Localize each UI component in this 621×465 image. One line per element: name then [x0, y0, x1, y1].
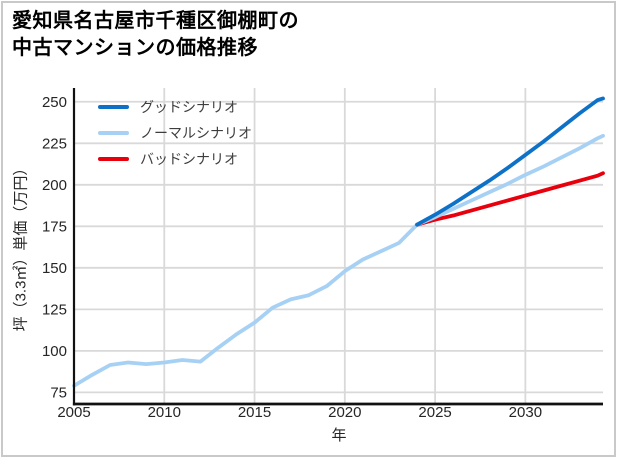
- y-tick-label: 175: [42, 219, 67, 236]
- legend-item-bad: バッドシナリオ: [98, 146, 252, 172]
- normal-scenario-line-swatch: [98, 131, 129, 135]
- y-tick-label: 125: [42, 302, 67, 319]
- x-tick-label: 2020: [328, 404, 361, 421]
- y-tick-label: 100: [42, 343, 67, 360]
- series-bad-line: [415, 171, 605, 227]
- legend-item-good: グッドシナリオ: [98, 94, 252, 120]
- series-history-line: [72, 222, 419, 388]
- price-trend-chart: 75 100 125 150 175 200 225 250 2005 2010 2015 2020 2…: [42, 88, 605, 421]
- y-tick-label: 150: [42, 260, 67, 277]
- x-tick-label: 2015: [238, 404, 271, 421]
- legend-label-normal: ノーマルシナリオ: [140, 125, 252, 141]
- y-tick-label: 75: [50, 385, 67, 402]
- y-tick-label: 225: [42, 136, 67, 153]
- y-tick-label: 250: [42, 94, 67, 111]
- y-axis-label: 坪（3.3㎡）単価（万円）: [12, 160, 30, 332]
- x-tick-label: 2010: [148, 404, 181, 421]
- bad-scenario-line-swatch: [98, 157, 129, 161]
- legend-label-bad: バッドシナリオ: [140, 151, 238, 167]
- x-tick-label: 2005: [57, 404, 90, 421]
- x-tick-label: 2025: [418, 404, 451, 421]
- series-normal-line: [415, 133, 605, 227]
- legend-label-good: グッドシナリオ: [140, 99, 238, 115]
- chart-title-line1: 愛知県名古屋市千種区御棚町の: [12, 10, 299, 32]
- chart-title: 愛知県名古屋市千種区御棚町の 中古マンションの価格推移: [12, 8, 299, 62]
- good-scenario-line-swatch: [98, 105, 129, 109]
- x-tick-label: 2030: [509, 404, 542, 421]
- chart-title-line2: 中古マンションの価格推移: [12, 37, 258, 59]
- legend: グッドシナリオ ノーマルシナリオ バッドシナリオ: [98, 94, 252, 172]
- legend-item-normal: ノーマルシナリオ: [98, 120, 252, 146]
- x-axis-label: 年: [331, 427, 347, 444]
- chart-card: 愛知県名古屋市千種区御棚町の 中古マンションの価格推移 75 100 125 150 1…: [1, 1, 616, 457]
- y-tick-label: 200: [42, 177, 67, 194]
- series-good-line: [415, 96, 605, 227]
